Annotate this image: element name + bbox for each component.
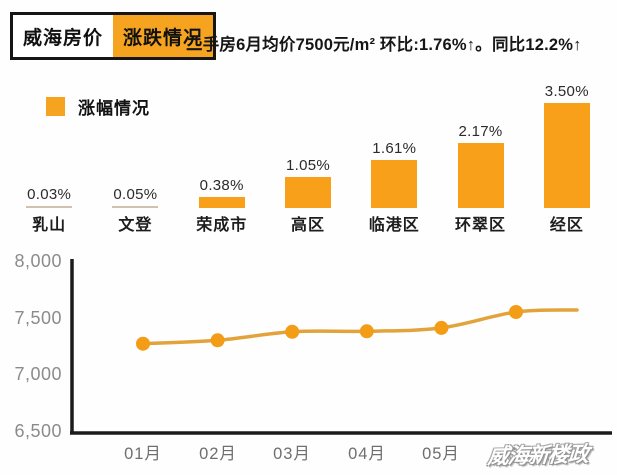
data-point-marker: [285, 324, 300, 339]
bar-category-label: 临港区: [368, 217, 420, 234]
summary-text: 二手房6月均价7500元/m² 环比:1.76%↑。同比12.2%↑: [186, 36, 582, 54]
bar-value-label: 2.17%: [458, 122, 503, 140]
bar-value-label: 0.03%: [27, 186, 72, 203]
bar-group: 1.05%: [265, 156, 351, 208]
x-axis-tick-label: 01月: [124, 445, 162, 463]
bar-value-label: 0.38%: [199, 176, 244, 194]
line-chart: [70, 259, 612, 435]
bar-value-label: 0.05%: [113, 186, 158, 203]
y-axis-tick-label: 6,500: [14, 421, 62, 441]
bar-group: 0.38%: [179, 177, 265, 208]
bar: [284, 176, 331, 208]
x-axis-tick-label: 03月: [273, 445, 311, 463]
bar-category-label: 乳山: [32, 217, 67, 234]
data-point-marker: [359, 324, 374, 339]
bar-value-label: 1.61%: [372, 139, 417, 157]
bar-group: 2.17%: [437, 123, 523, 208]
legend-label: 涨幅情况: [78, 99, 150, 118]
x-axis-tick-label: 04月: [348, 445, 386, 463]
bar-category-label: 环翠区: [455, 217, 507, 234]
legend-swatch-icon: [46, 97, 65, 116]
bar: [198, 196, 245, 208]
data-point-marker: [509, 305, 523, 319]
bar-group: 1.61%: [351, 140, 437, 208]
data-point-marker: [210, 333, 225, 348]
data-point-marker: [136, 336, 150, 351]
title-badge-topic: 涨跌情况: [113, 15, 214, 57]
bar: [26, 206, 73, 208]
bar-chart-legend: 涨幅情况: [46, 94, 150, 119]
x-axis-tick-label: 06月: [497, 445, 535, 463]
bar-group: 3.50%: [524, 83, 610, 208]
bar: [457, 142, 504, 208]
x-axis-tick-label: 05月: [422, 445, 460, 463]
bar: [112, 206, 159, 208]
bar: [371, 159, 418, 208]
y-axis-tick-label: 8,000: [14, 251, 62, 271]
bar: [543, 103, 590, 208]
bar-category-label: 文登: [118, 217, 153, 234]
bar-value-label: 1.05%: [285, 156, 330, 174]
title-badge-city: 威海房价: [23, 28, 104, 49]
bar-category-label: 荣成市: [196, 217, 248, 234]
x-axis-tick-label: 02月: [199, 445, 237, 463]
data-point-marker: [434, 320, 449, 335]
y-axis-tick-label: 7,000: [14, 364, 62, 384]
title-badge: 威海房价 涨跌情况: [10, 12, 217, 60]
bar-value-label: 3.50%: [544, 83, 589, 100]
bar-group: 0.05%: [92, 186, 178, 208]
watermark: 威海新楼政: [486, 443, 589, 469]
bar-category-label: 高区: [290, 217, 325, 234]
bar-chart: 0.03% 0.05% 0.38% 1.05% 1.61% 2.17% 3.50%: [6, 83, 610, 208]
bar-group: 0.03%: [6, 186, 92, 208]
bar-category-label: 经区: [549, 217, 584, 234]
y-axis-tick-label: 7,500: [14, 308, 62, 328]
bar-chart-category-axis: 乳山 文登 荣成市 高区 临港区 环翠区 经区: [6, 211, 610, 235]
